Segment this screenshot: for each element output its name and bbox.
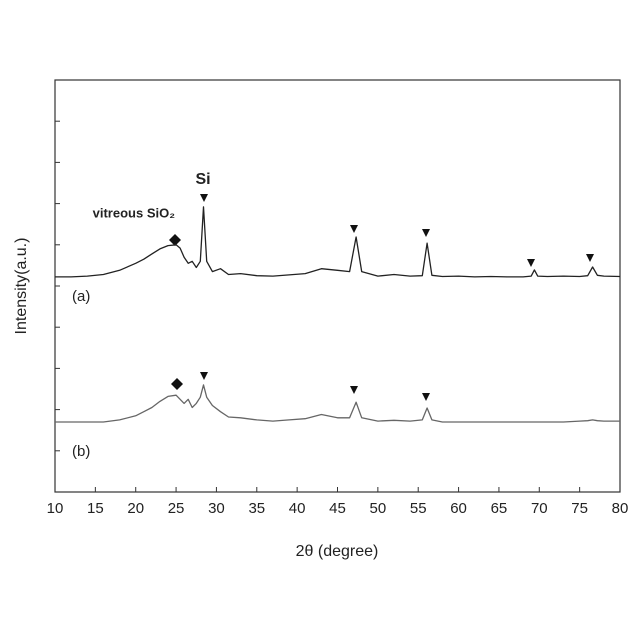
x-tick-label: 40 [289, 500, 306, 517]
plot-frame [55, 80, 620, 492]
series-line [55, 385, 620, 422]
triangle-marker [586, 254, 594, 262]
x-tick-label: 55 [410, 500, 427, 517]
triangle-marker [200, 372, 208, 380]
x-tick-label: 30 [208, 500, 225, 517]
x-tick-label: 50 [370, 500, 387, 517]
x-tick-label: 70 [531, 500, 548, 517]
triangle-marker [422, 393, 430, 401]
x-tick-label: 25 [168, 500, 185, 517]
triangle-marker [527, 259, 535, 267]
x-axis-label: 2θ (degree) [296, 543, 379, 560]
x-tick-label: 60 [450, 500, 467, 517]
triangle-marker [350, 386, 358, 394]
diamond-marker [169, 234, 181, 246]
x-tick-label: 20 [127, 500, 144, 517]
annotation: vitreous SiO₂ [93, 205, 176, 220]
x-tick-label: 65 [491, 500, 508, 517]
diamond-marker [171, 378, 183, 390]
x-tick-label: 35 [248, 500, 265, 517]
annotation: (a) [72, 288, 90, 305]
x-tick-label: 75 [571, 500, 588, 517]
x-tick-label: 45 [329, 500, 346, 517]
annotation: (b) [72, 443, 90, 460]
chart: 2θ (degree) Intensity(a.u.) vitreous SiO… [0, 0, 640, 640]
triangle-marker [422, 229, 430, 237]
triangle-marker [350, 225, 358, 233]
x-tick-label: 15 [87, 500, 104, 517]
annotation: Si [195, 171, 210, 188]
peak-markers [169, 194, 594, 401]
x-tick-label: 80 [612, 500, 629, 517]
x-tick-label: 10 [47, 500, 64, 517]
y-axis-label: Intensity(a.u.) [13, 238, 30, 335]
triangle-marker [200, 194, 208, 202]
